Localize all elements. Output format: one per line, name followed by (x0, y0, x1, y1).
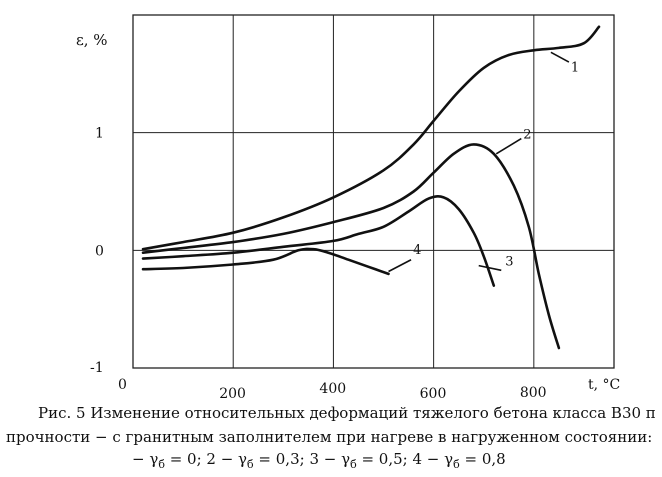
curve-2 (141, 143, 561, 350)
x-tick-label: 600 (420, 386, 447, 400)
gamma-subscript: б (350, 458, 357, 471)
x-tick-label: 400 (319, 381, 346, 397)
plot-frame (132, 14, 615, 369)
curve-3-label: 3 (505, 255, 513, 270)
curve-3-leader (478, 264, 502, 272)
curve-1-label: 1 (571, 60, 579, 75)
curve-4-label: 4 (413, 243, 421, 258)
curve-4 (141, 247, 390, 276)
gamma-subscript: б (453, 458, 460, 471)
chart-grid (132, 14, 615, 369)
curve-4-leader (388, 259, 412, 273)
x-tick-label: 200 (219, 386, 246, 400)
gamma-subscript: б (158, 458, 165, 471)
curve-3 (141, 195, 496, 287)
deformation-chart: 1 2 3 4 0 200 400 600 800 1 0 -1 ε, % t, °C (76, 14, 620, 400)
caption-text-3a: − γ (132, 450, 159, 468)
chart-curves (141, 25, 601, 350)
y-tick-label: 1 (95, 126, 104, 142)
y-axis-label: ε, % (76, 31, 108, 49)
caption-line-1: Рис. 5 Изменение относительных деформаци… (0, 404, 662, 422)
curve-2-leader (495, 137, 522, 155)
curve-labels: 1 2 3 4 (388, 51, 579, 273)
caption-text-3c: = 0,3; 3 − γ (253, 450, 351, 468)
curve-2-label: 2 (523, 128, 531, 143)
y-tick-label: 0 (95, 243, 104, 259)
caption-text-3b: = 0; 2 − γ (164, 450, 248, 468)
x-axis-label: t, °C (588, 377, 620, 393)
curve-1 (141, 25, 601, 251)
gamma-subscript: б (247, 458, 254, 471)
axis-ticks: 0 200 400 600 800 1 0 -1 (90, 126, 547, 400)
x-tick-label: 0 (118, 377, 127, 393)
x-tick-label: 800 (520, 385, 547, 400)
caption-text-2: прочности − с гранитным заполнителем при… (6, 428, 653, 446)
curve-1-leader (550, 51, 570, 63)
caption-line-2: прочности − с гранитным заполнителем при… (0, 428, 662, 446)
caption-text-3e: = 0,8 (459, 450, 506, 468)
y-tick-label: -1 (90, 360, 104, 376)
caption-line-3: − γб = 0; 2 − γб = 0,3; 3 − γб = 0,5; 4 … (0, 450, 662, 471)
caption-text-1: Рис. 5 Изменение относительных деформаци… (38, 404, 656, 422)
caption-text-3d: = 0,5; 4 − γ (356, 450, 454, 468)
